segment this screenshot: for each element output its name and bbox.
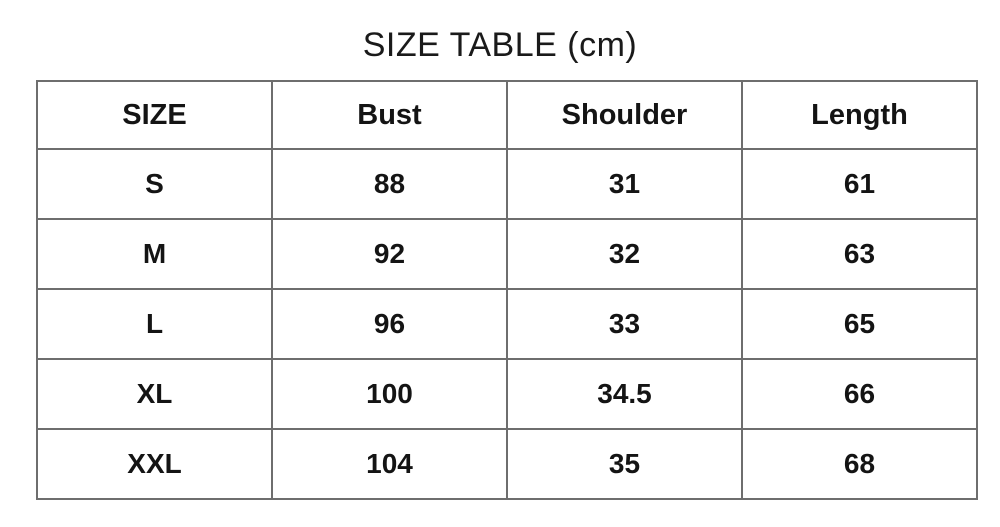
cell-shoulder: 34.5 — [506, 358, 743, 430]
cell-bust: 88 — [271, 148, 508, 220]
cell-shoulder: 33 — [506, 288, 743, 360]
cell-length: 68 — [741, 428, 978, 500]
cell-shoulder: 31 — [506, 148, 743, 220]
cell-bust: 100 — [271, 358, 508, 430]
cell-size: L — [36, 288, 273, 360]
cell-size: XL — [36, 358, 273, 430]
cell-size: S — [36, 148, 273, 220]
size-table: SIZE Bust Shoulder Length S 88 31 61 M 9… — [36, 80, 978, 500]
page-title: SIZE TABLE (cm) — [362, 26, 638, 64]
cell-bust: 92 — [271, 218, 508, 290]
table-row: XXL 104 35 68 — [36, 428, 978, 500]
cell-shoulder: 32 — [506, 218, 743, 290]
cell-shoulder: 35 — [506, 428, 743, 500]
table-row: L 96 33 65 — [36, 288, 978, 360]
cell-bust: 96 — [271, 288, 508, 360]
cell-size: M — [36, 218, 273, 290]
cell-length: 66 — [741, 358, 978, 430]
cell-size: XXL — [36, 428, 273, 500]
column-header-size: SIZE — [36, 80, 273, 150]
column-header-length: Length — [741, 80, 978, 150]
table-row: S 88 31 61 — [36, 148, 978, 220]
cell-length: 63 — [741, 218, 978, 290]
table-header-row: SIZE Bust Shoulder Length — [36, 80, 978, 150]
cell-length: 65 — [741, 288, 978, 360]
cell-length: 61 — [741, 148, 978, 220]
cell-bust: 104 — [271, 428, 508, 500]
column-header-shoulder: Shoulder — [506, 80, 743, 150]
table-row: XL 100 34.5 66 — [36, 358, 978, 430]
table-row: M 92 32 63 — [36, 218, 978, 290]
column-header-bust: Bust — [271, 80, 508, 150]
